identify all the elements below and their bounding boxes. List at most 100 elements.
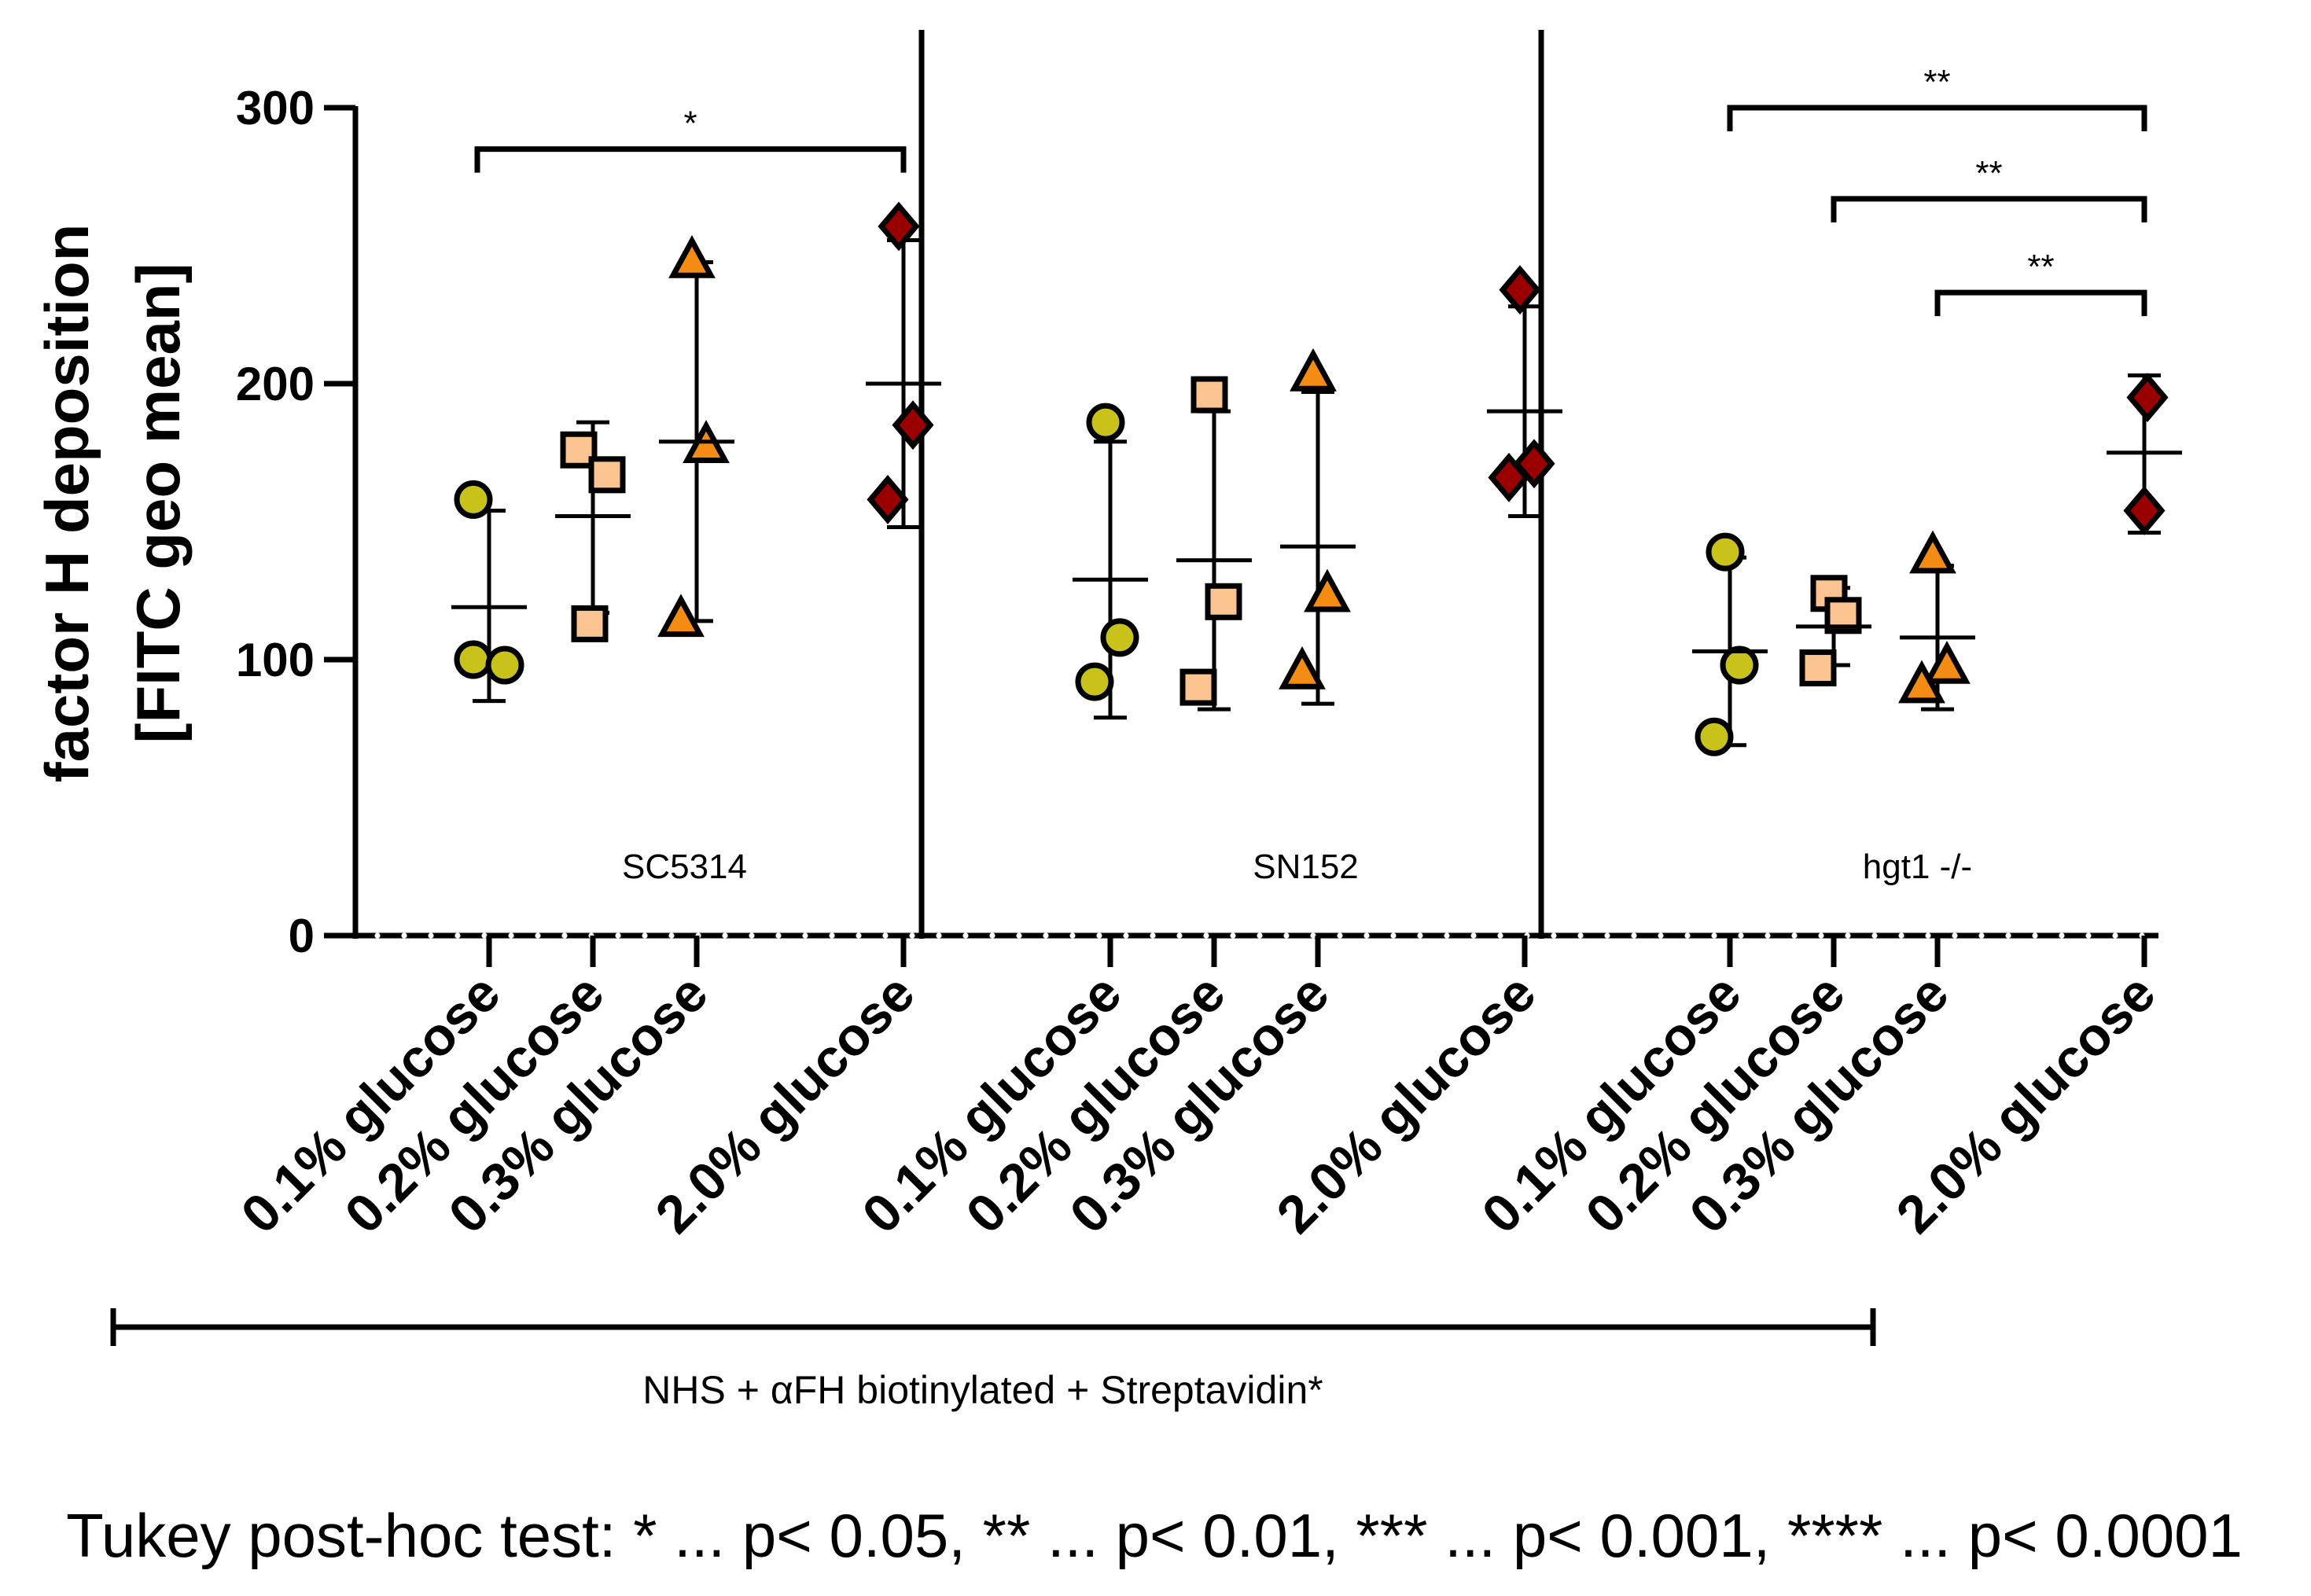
x-axis-dot [374,932,381,939]
x-axis-dot [829,932,835,939]
x-axis-dot [481,932,488,939]
x-axis-dot [1230,932,1236,939]
x-axis-dot [775,932,782,939]
x-axis-dot [1978,932,1985,939]
x-axis-dot [454,932,461,939]
data-point [892,400,934,450]
x-axis-dot [1283,932,1290,939]
significance-bracket [1831,196,2147,222]
x-axis-dot [1925,932,1931,939]
y-axis-label-line1: factor H deposition [32,224,101,783]
significance-label: * [683,105,697,143]
x-axis-dot [1577,932,1584,939]
x-axis-dot [508,932,514,939]
x-axis-dot [1765,932,1771,939]
x-axis-dot [1631,932,1637,939]
x-axis-dot [668,932,675,939]
x-axis-dot [642,932,648,939]
x-axis-dot [2005,932,2011,939]
footnote: Tukey post-hoc test: * ... p< 0.05, ** .… [66,1501,2243,1570]
data-point [1799,649,1837,687]
data-point [1279,645,1326,690]
x-axis-dot [1069,932,1076,939]
y-axis-label-line2: [FITC geo mean] [123,263,193,743]
data-point [1695,717,1734,756]
data-point [1205,583,1242,620]
y-tick-label: 200 [236,358,315,410]
data-point [454,480,493,519]
x-axis-dot [2112,932,2118,939]
x-axis-dot [1310,932,1316,939]
data-point [588,456,626,494]
significance-bracket [474,146,907,173]
axes: 0 100 200 300 [110,30,2158,1346]
x-axis-dot [989,932,995,939]
y-tick-label: 100 [236,634,315,686]
x-axis-dot [1791,932,1798,939]
data-point [454,640,493,679]
x-axis-dot [936,932,942,939]
data-point [1706,532,1745,572]
data-point [1923,640,1971,684]
x-axis-dot [1738,932,1744,939]
data-point [1190,376,1228,414]
x-axis-dot [1551,932,1557,939]
x-axis-dot [802,932,808,939]
x-axis-dot [1043,932,1049,939]
x-axis-dot [1417,932,1423,939]
x-axis-dot [1363,932,1370,939]
x-axis-dot [722,932,728,939]
x-axis-dot [1952,932,1958,939]
x-axis-dot [1684,932,1691,939]
data-point [1909,530,1956,574]
x-axis-dot [1818,932,1824,939]
x-axis-dot [1444,932,1450,939]
x-axis-dot [962,932,969,939]
x-axis-dot [856,932,862,939]
significance-bracket [1934,289,2147,317]
significance-bracket [1727,105,2147,131]
x-axis-dot [1257,932,1263,939]
marks [451,105,2182,756]
data-point [1100,618,1139,657]
x-axis-dot [1711,932,1717,939]
x-axis-dot [561,932,568,939]
x-axis-dot [1203,932,1209,939]
treatment-label: NHS + αFH biotinylated + Streptavidin* [642,1368,1323,1412]
x-axis-dot [1470,932,1477,939]
x-axis-dot [1604,932,1610,939]
x-axis-dot [1845,932,1851,939]
data-point [1898,660,1945,704]
data-point [878,201,920,252]
x-axis-dot [882,932,889,939]
x-axis-dot [1497,932,1503,939]
x-axis-dot [428,932,434,939]
x-axis-dot [749,932,755,939]
x-axis-dot [535,932,541,939]
data-point [1720,645,1759,685]
data-point [668,234,716,278]
data-point [1075,662,1114,701]
data-point [1179,668,1217,706]
x-axis-dot [1898,932,1904,939]
data-point [657,594,705,638]
x-axis-dot [1658,932,1664,939]
data-point [571,605,609,642]
x-axis-dot [1016,932,1022,939]
x-axis-dot [2085,932,2092,939]
significance-label: ** [1975,154,2002,193]
data-point [2126,373,2169,422]
x-axis-dot [1871,932,1878,939]
x-axis-dot [2059,932,2065,939]
data-point [2123,486,2166,535]
significance-label: ** [1923,63,1950,101]
x-axis-dot [1176,932,1183,939]
x-axis-dot [2032,932,2038,939]
x-axis-dot [1337,932,1343,939]
y-tick-label: 0 [289,910,315,962]
x-axis-dot [1150,932,1156,939]
data-point [1086,403,1125,442]
data-point [1290,348,1337,392]
data-point [867,475,909,524]
